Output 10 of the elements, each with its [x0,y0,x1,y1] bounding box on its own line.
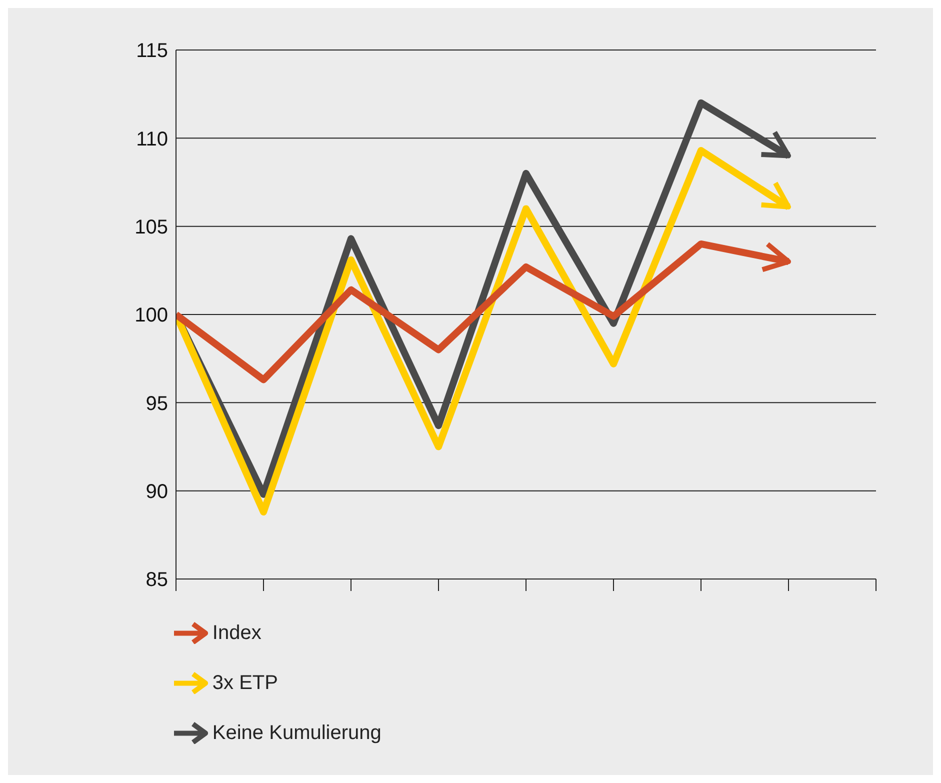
y-tick-label: 110 [136,128,168,150]
y-tick-label: 115 [136,40,168,62]
y-tick-label: 90 [146,480,168,503]
y-tick-label: 95 [146,392,168,415]
legend-label: 3x ETP [212,672,278,694]
legend-label: Keine Kumulierung [212,722,382,744]
y-tick-label: 100 [134,304,168,327]
y-tick-label: 85 [146,569,168,592]
legend-label: Index [212,622,262,644]
y-tick-label: 105 [134,216,168,238]
